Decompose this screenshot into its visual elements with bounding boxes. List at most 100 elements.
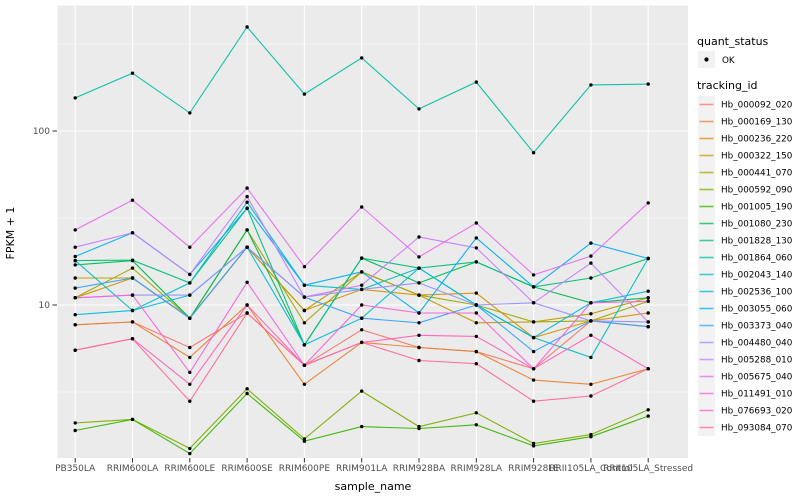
legend-item-Hb_004480_040: Hb_004480_040 [698,334,793,351]
data-point [302,92,307,96]
data-point [188,245,192,249]
x-tick-label: RRIM600LA [107,464,159,474]
legend-label: Hb_003055_060 [721,305,793,315]
data-point [245,391,249,396]
data-point [589,254,593,258]
data-point [417,107,421,111]
data-point [73,428,77,433]
data-point [531,151,536,155]
data-point [417,266,421,270]
data-point [245,194,249,199]
data-point [417,235,421,239]
x-axis-ticks: PB350LA RRIM600LA RRIM600LE RRIM600SE RRIM60… [55,458,693,474]
data-point [360,256,364,260]
data-point [417,358,421,363]
data-point [646,311,650,315]
legend-item-Hb_000092_020: Hb_000092_020 [698,96,793,113]
data-point [646,256,650,261]
legend-label: Hb_001864_060 [721,254,793,264]
legend-label: Hb_001080_230 [721,220,793,230]
legend-item-ok: OK [698,51,735,68]
data-point [360,56,364,60]
data-point [73,296,77,300]
data-point [589,319,593,323]
data-point [646,325,650,329]
legend-item-Hb_001080_230: Hb_001080_230 [698,215,793,232]
x-tick-label: RRIM600SE [221,464,273,474]
data-point [188,370,192,375]
legend-label: Hb_005675_040 [721,373,793,383]
data-point [188,451,192,456]
data-point [417,333,421,337]
data-point [589,333,593,337]
data-point [360,389,364,393]
legend-label: Hb_001828_130 [721,237,793,247]
data-point [245,245,249,249]
x-tick-label: RRIM600LE [164,464,215,474]
data-point [188,399,192,403]
data-point [360,340,364,345]
x-tick-label: RRIM928BA [393,464,446,474]
data-point [646,320,650,324]
data-point [360,283,364,287]
legend-label: Hb_002536_100 [721,288,793,298]
x-tick-label: RRIM901LA [336,464,388,474]
data-point [531,273,536,277]
data-point [302,321,307,325]
data-point [302,382,307,386]
legend-label: Hb_000169_130 [721,118,793,128]
data-point [474,303,478,307]
legend-item-Hb_003373_040: Hb_003373_040 [698,317,793,334]
data-points [73,25,650,456]
legend-label: Hb_000441_070 [721,169,793,179]
data-point [360,424,364,429]
data-point [474,423,478,427]
data-point [360,205,364,209]
x-tick-label: RRII105LA_Stressed [603,464,693,474]
legend-label: Hb_001005_190 [721,203,793,213]
legend-item-Hb_000322_150: Hb_000322_150 [698,147,793,164]
data-point [245,25,249,29]
legend: quant_status OK tracking_id Hb_000092_02… [697,35,793,436]
data-point [646,296,650,300]
x-tick-label: RRIM928LA [451,464,503,474]
legend-item-Hb_005288_010: Hb_005288_010 [698,351,793,368]
data-point [417,345,421,350]
data-point [474,321,478,325]
x-tick-label: PB350LA [55,464,96,474]
data-point [73,286,77,290]
data-point [245,186,249,190]
data-point [474,260,478,264]
data-point [188,281,192,285]
legend-item-Hb_000169_130: Hb_000169_130 [698,113,793,130]
data-point [130,198,135,202]
legend-item-Hb_001005_190: Hb_001005_190 [698,198,793,215]
data-point [589,261,593,265]
x-tick-label: RRIM600PE [279,464,331,474]
data-point [188,272,192,277]
data-point [245,228,249,232]
data-point [589,355,593,360]
data-point [245,206,249,210]
data-point [188,293,192,297]
data-point [646,289,650,293]
legend-item-Hb_005675_040: Hb_005675_040 [698,368,793,385]
data-point [360,270,364,274]
data-point [531,378,536,382]
data-point [188,355,192,360]
y-axis-title: FPKM + 1 [4,207,17,260]
x-tick-label: RRIM928LE [508,464,559,474]
legend-label: Hb_076693_020 [721,407,793,417]
data-point [589,83,593,87]
legend-label: Hb_000092_020 [721,101,793,111]
data-point [531,335,536,340]
legend-item-Hb_003055_060: Hb_003055_060 [698,300,793,317]
data-point [245,311,249,315]
data-point [589,435,593,439]
y-tick-label: 10 [39,301,51,311]
data-point [130,258,135,262]
legend-label: Hb_002043_140 [721,271,793,281]
data-point [302,295,307,299]
data-point [531,444,536,448]
